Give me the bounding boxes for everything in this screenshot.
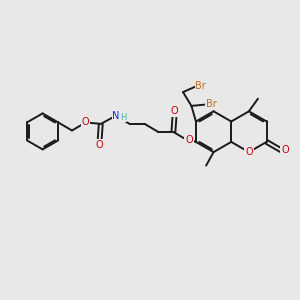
- Text: O: O: [82, 117, 90, 128]
- Text: O: O: [245, 147, 253, 157]
- Text: H: H: [120, 113, 126, 122]
- Text: Br: Br: [206, 99, 217, 110]
- Text: N: N: [112, 111, 119, 121]
- Text: O: O: [185, 135, 193, 145]
- Text: O: O: [281, 145, 289, 155]
- Text: O: O: [171, 106, 178, 116]
- Text: Br: Br: [195, 81, 206, 91]
- Text: O: O: [96, 140, 104, 150]
